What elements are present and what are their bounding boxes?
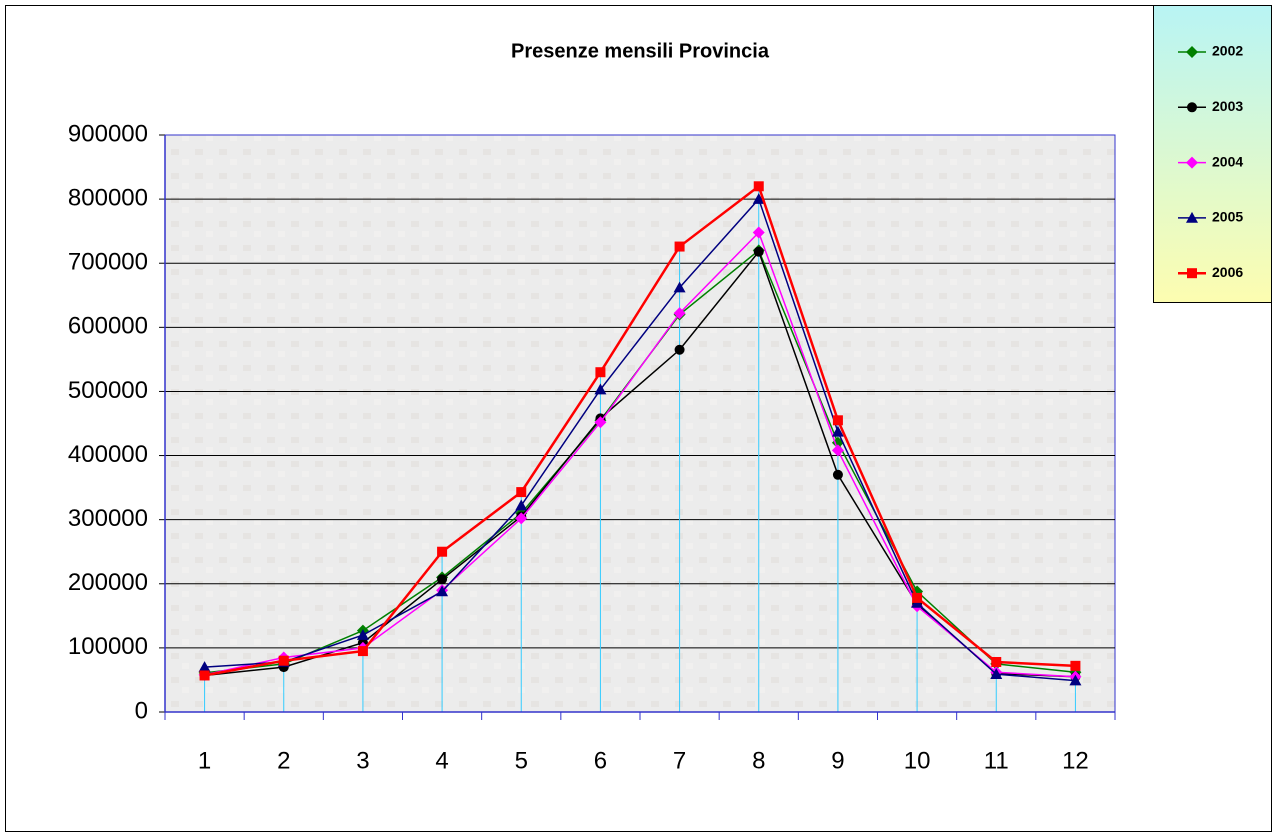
chart-title: Presenze mensili Provincia bbox=[511, 40, 770, 62]
data-point bbox=[673, 281, 686, 293]
data-point bbox=[1070, 660, 1081, 671]
legend-marker bbox=[1187, 102, 1197, 113]
data-point bbox=[594, 383, 607, 395]
x-tick-label: 12 bbox=[1062, 747, 1089, 774]
x-tick-label: 5 bbox=[515, 747, 528, 774]
y-tick-label: 0 bbox=[135, 697, 148, 724]
x-tick-label: 7 bbox=[673, 747, 686, 774]
y-tick-label: 200000 bbox=[68, 569, 148, 596]
legend-marker bbox=[1187, 268, 1197, 279]
data-point bbox=[436, 585, 449, 597]
legend-box bbox=[1153, 5, 1272, 303]
legend-marker bbox=[1186, 211, 1198, 223]
data-point bbox=[198, 661, 211, 672]
series-line bbox=[204, 197, 1076, 682]
data-point bbox=[752, 226, 765, 239]
data-point bbox=[832, 415, 843, 426]
data-point bbox=[912, 592, 923, 603]
series-line bbox=[204, 184, 1076, 677]
data-point bbox=[753, 181, 764, 192]
data-point bbox=[356, 629, 369, 640]
data-point bbox=[515, 512, 528, 525]
y-tick-label: 100000 bbox=[68, 633, 148, 660]
y-tick-label: 600000 bbox=[68, 313, 148, 340]
data-point bbox=[515, 499, 528, 511]
x-tick-label: 3 bbox=[356, 747, 369, 774]
data-point bbox=[595, 367, 606, 378]
data-point bbox=[832, 469, 843, 480]
y-tick-label: 300000 bbox=[68, 505, 148, 532]
legend-marker bbox=[1186, 46, 1198, 58]
data-point bbox=[594, 416, 607, 429]
data-point bbox=[752, 193, 765, 204]
x-tick-label: 11 bbox=[984, 747, 1009, 774]
legend-label: 2006 bbox=[1212, 264, 1243, 280]
data-point bbox=[674, 241, 685, 252]
x-tick-label: 10 bbox=[904, 747, 931, 774]
x-tick-label: 2 bbox=[277, 747, 290, 774]
y-tick-label: 800000 bbox=[68, 184, 148, 211]
legend-label: 2003 bbox=[1212, 98, 1243, 114]
x-tick-label: 9 bbox=[831, 747, 844, 774]
y-tick-label: 400000 bbox=[68, 441, 148, 468]
data-point bbox=[674, 344, 685, 355]
data-point bbox=[673, 307, 686, 320]
data-point bbox=[991, 656, 1002, 667]
series-line bbox=[204, 231, 1076, 678]
x-tick-label: 4 bbox=[435, 747, 448, 774]
data-point bbox=[831, 444, 844, 457]
data-point bbox=[831, 425, 844, 437]
plot-area bbox=[164, 134, 1116, 713]
legend-marker bbox=[1186, 156, 1198, 169]
y-tick-label: 500000 bbox=[68, 377, 148, 404]
x-tick-label: 6 bbox=[594, 747, 607, 774]
data-point bbox=[516, 487, 527, 498]
data-point bbox=[990, 668, 1003, 679]
data-point bbox=[437, 546, 448, 557]
x-tick-label: 1 bbox=[198, 747, 211, 774]
data-point bbox=[278, 655, 289, 666]
legend-label: 2004 bbox=[1212, 153, 1243, 169]
data-point bbox=[437, 574, 448, 585]
y-tick-label: 900000 bbox=[68, 120, 148, 147]
x-tick-label: 8 bbox=[752, 747, 765, 774]
data-point bbox=[753, 246, 764, 257]
legend-label: 2005 bbox=[1212, 209, 1243, 225]
data-point bbox=[357, 646, 368, 657]
legend-label: 2002 bbox=[1212, 43, 1243, 59]
data-point bbox=[1069, 674, 1082, 686]
data-point bbox=[199, 670, 210, 681]
y-tick-label: 700000 bbox=[68, 249, 148, 276]
